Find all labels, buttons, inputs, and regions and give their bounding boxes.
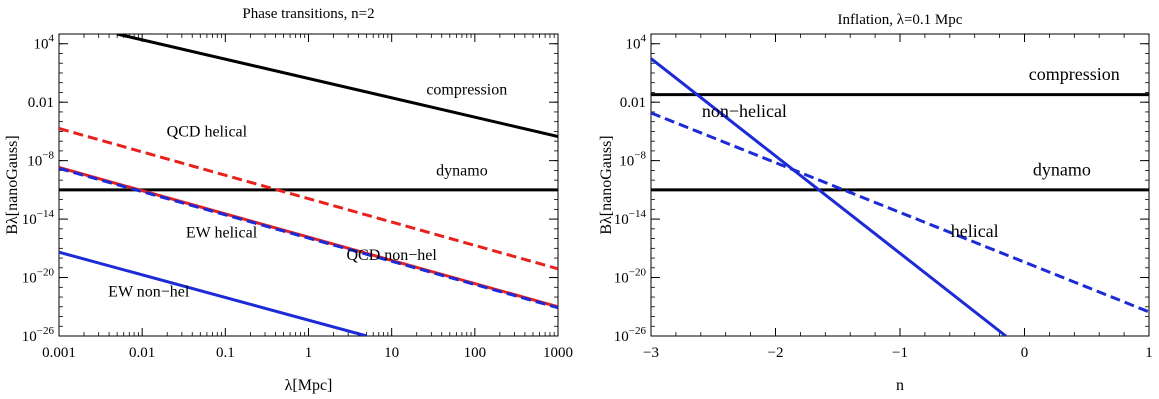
y-tick-exponent: −14 — [629, 208, 647, 220]
y-tick-exponent: −26 — [629, 325, 647, 337]
y-tick-exponent: 4 — [641, 33, 647, 45]
y-tick-label: 10−8 — [619, 150, 646, 170]
x-tick-label: 1 — [305, 345, 313, 361]
x-tick-label: −2 — [768, 345, 784, 361]
y-tick-exponent: 4 — [49, 33, 55, 45]
annotation-label: EW non−hel — [108, 283, 190, 300]
y-tick-label: 10−8 — [27, 150, 54, 170]
x-tick-label: −1 — [892, 345, 908, 361]
series-group — [59, 34, 558, 336]
annotation-label: compression — [1029, 64, 1120, 84]
annotation-label: QCD helical — [167, 124, 248, 141]
y-tick-label: 0.01 — [620, 95, 646, 111]
series-line-3 — [59, 127, 558, 271]
chart-2: Inflation, λ=0.1 Mpc −3 −2 −1 0 1 104 0.01 10−8 1… — [598, 12, 1153, 394]
y-tick-label: 0.01 — [28, 95, 54, 111]
y-axis-label: Bλ[nanoGauss] — [4, 135, 21, 234]
series-line-6 — [59, 250, 367, 336]
x-axis-label: λ[Mpc] — [285, 377, 333, 394]
x-tick-label: 100 — [464, 345, 487, 361]
y-tick-label: 10−20 — [22, 267, 55, 287]
series-line-4 — [651, 111, 1149, 314]
y-tick-label: 10−14 — [22, 208, 55, 228]
series-line-3 — [651, 57, 1007, 336]
x-tick-label: 10 — [384, 345, 399, 361]
annotation-label: compression — [426, 82, 507, 99]
chart-1: Phase transitions, n=2 0.001 0.01 0.1 1 10 100… — [4, 6, 573, 394]
annotation-label: helical — [951, 221, 999, 241]
x-tick-label: 1000 — [543, 345, 573, 361]
y-tick-label: 10−26 — [614, 325, 647, 345]
x-tick-label: 0.01 — [129, 345, 155, 361]
y-tick-exponent: −14 — [37, 208, 55, 220]
y-tick-label: 10−26 — [22, 325, 55, 345]
y-tick-exponent: −26 — [37, 325, 55, 337]
annotation-label: dynamo — [436, 162, 488, 179]
chart-title: Inflation, λ=0.1 Mpc — [838, 12, 963, 28]
series-line-5 — [59, 166, 558, 310]
series-line-1 — [116, 34, 558, 138]
x-tick-label: 0.1 — [216, 345, 235, 361]
x-tick-label: 1 — [1145, 345, 1153, 361]
y-tick-label: 104 — [626, 33, 647, 53]
annotation-label: EW helical — [186, 224, 258, 241]
x-tick-label: 0 — [1021, 345, 1029, 361]
x-axis-label: n — [896, 377, 904, 394]
y-tick-label: 10−20 — [614, 267, 647, 287]
annotation-label: QCD non−hel — [346, 247, 437, 264]
annotation-label: non−helical — [702, 101, 787, 121]
y-axis-label: Bλ[nanoGauss] — [598, 135, 615, 234]
y-tick-exponent: −20 — [37, 267, 55, 279]
annotation-label: dynamo — [1033, 159, 1091, 179]
y-tick-exponent: −20 — [629, 267, 647, 279]
x-tick-label: 0.001 — [42, 345, 76, 361]
y-tick-label: 10−14 — [614, 208, 647, 228]
y-tick-label: 104 — [34, 33, 55, 53]
x-tick-label: −3 — [643, 345, 659, 361]
series-group — [651, 57, 1149, 336]
y-tick-exponent: −8 — [634, 150, 646, 162]
y-tick-exponent: −8 — [42, 150, 54, 162]
chart-title: Phase transitions, n=2 — [242, 6, 374, 22]
